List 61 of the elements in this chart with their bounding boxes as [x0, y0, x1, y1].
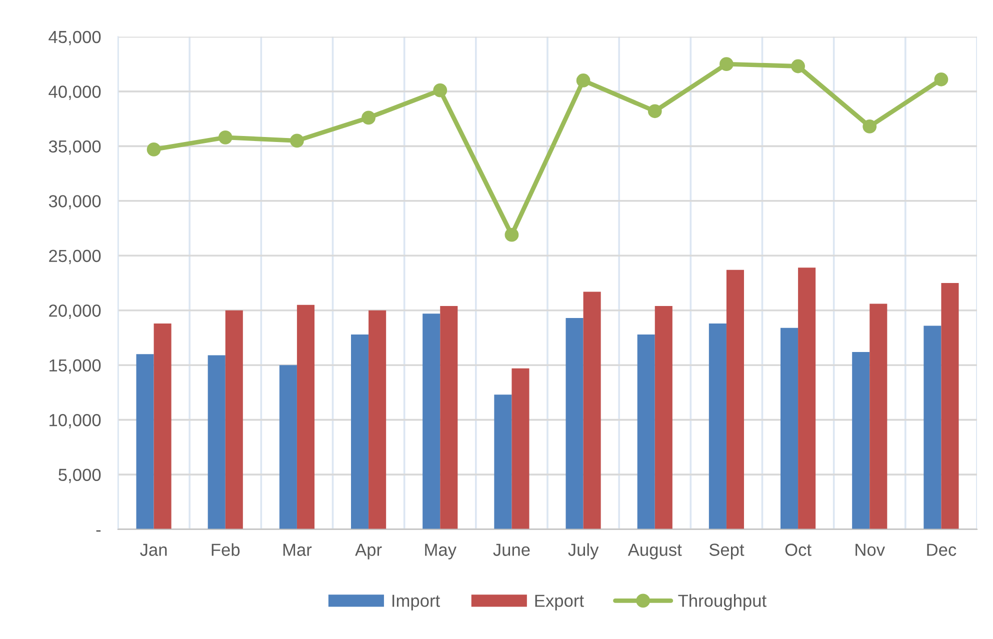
bar	[351, 334, 369, 530]
y-tick-label: 15,000	[50, 359, 101, 374]
y-tick-label: -	[96, 530, 101, 532]
bar	[296, 304, 314, 530]
point	[218, 130, 232, 144]
bar	[225, 310, 243, 530]
x-tick-label: Sept	[709, 544, 744, 560]
bar	[870, 304, 888, 530]
point	[362, 110, 376, 125]
bar	[422, 314, 440, 530]
point	[146, 142, 161, 156]
bar	[154, 324, 172, 530]
point	[791, 59, 805, 74]
bar	[368, 310, 386, 530]
bar	[440, 306, 458, 530]
x-tick-label: Nov	[856, 544, 885, 556]
legend-label: Import	[392, 594, 440, 610]
bar	[279, 365, 297, 530]
bar	[780, 328, 798, 530]
bar	[566, 318, 584, 530]
bar	[708, 324, 726, 530]
x-tick-label: Dec	[927, 544, 956, 556]
y-tick-label: 5,000	[58, 468, 101, 484]
x-tick-label: Oct	[785, 544, 812, 556]
y-tick-label: 10,000	[50, 414, 101, 428]
y-tick-label: 30,000	[48, 195, 101, 210]
point	[934, 72, 948, 86]
x-tick-label: Feb	[212, 543, 240, 556]
bar	[924, 326, 942, 530]
y-tick-label: 20,000	[49, 304, 101, 319]
legend-label: Throughput	[678, 594, 766, 610]
x-tick-label: June	[493, 544, 530, 556]
y-tick-label: 25,000	[49, 250, 101, 264]
x-tick-label: July	[568, 543, 599, 560]
x-tick-label: Apr	[355, 544, 382, 560]
x-tick-label: August	[628, 544, 682, 560]
y-tick-label: 40,000	[48, 86, 101, 100]
bar	[726, 270, 744, 530]
legend-label: Export	[535, 594, 584, 610]
bar	[654, 306, 672, 530]
y-tick-label: 45,000	[48, 30, 101, 46]
x-tick-label: Jan	[140, 544, 167, 556]
bar	[136, 354, 154, 530]
bar	[583, 292, 601, 530]
point	[504, 228, 519, 242]
point	[648, 104, 662, 118]
bar	[852, 352, 870, 530]
point	[862, 120, 877, 134]
y-tick-label: 35,000	[48, 140, 101, 155]
bar	[512, 368, 530, 530]
point	[290, 134, 304, 148]
bar	[798, 268, 816, 530]
x-tick-label: Mar	[283, 544, 312, 556]
point	[433, 83, 448, 98]
point	[576, 74, 590, 88]
bar	[637, 334, 655, 530]
point	[720, 57, 734, 72]
x-tick-label: May	[425, 544, 456, 560]
bar	[494, 394, 512, 530]
bar	[208, 355, 226, 530]
bar	[941, 283, 959, 530]
